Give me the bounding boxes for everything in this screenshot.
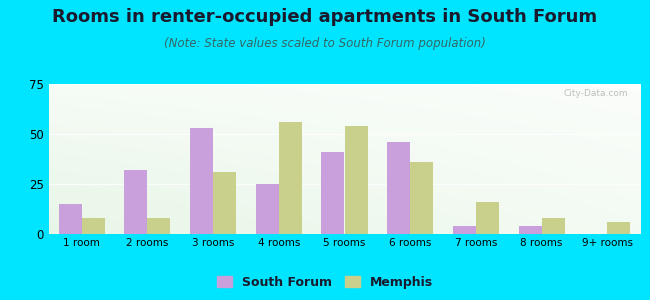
Bar	[58, 204, 82, 234]
Bar	[607, 222, 630, 234]
Bar	[387, 142, 410, 234]
Bar	[410, 162, 433, 234]
Text: Rooms in renter-occupied apartments in South Forum: Rooms in renter-occupied apartments in S…	[53, 8, 597, 26]
Bar	[322, 152, 344, 234]
Bar	[541, 218, 565, 234]
Bar	[344, 126, 367, 234]
Bar	[519, 226, 541, 234]
Bar	[476, 202, 499, 234]
Bar	[190, 128, 213, 234]
Text: City-Data.com: City-Data.com	[564, 88, 629, 98]
Bar	[453, 226, 476, 234]
Bar	[124, 170, 148, 234]
Text: (Note: State values scaled to South Forum population): (Note: State values scaled to South Foru…	[164, 38, 486, 50]
Bar	[82, 218, 105, 234]
Bar	[213, 172, 236, 234]
Bar	[279, 122, 302, 234]
Bar	[148, 218, 170, 234]
Legend: South Forum, Memphis: South Forum, Memphis	[212, 271, 438, 294]
Bar	[256, 184, 279, 234]
